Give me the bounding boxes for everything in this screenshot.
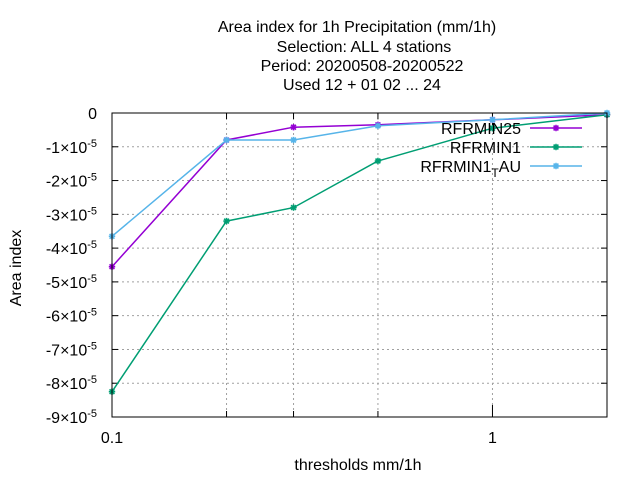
y-tick-label: -3×10-5 <box>46 205 97 224</box>
y-tick-label: -4×10-5 <box>46 239 97 258</box>
y-tick-label: -9×10-5 <box>46 408 97 427</box>
y-tick-label: -8×10-5 <box>46 374 97 393</box>
chart-title: Area index for 1h Precipitation (mm/1h) … <box>218 19 496 94</box>
series-marker <box>374 122 381 129</box>
series-group <box>108 109 611 240</box>
x-axis-label: thresholds mm/1h <box>294 457 421 474</box>
series-marker <box>489 125 496 132</box>
plot-series <box>108 109 611 395</box>
series-marker <box>223 218 230 225</box>
series-marker <box>290 137 297 143</box>
series-marker <box>290 124 297 131</box>
legend-label: RFRMIN1TAU <box>420 159 521 180</box>
legend-label: RFRMIN25 <box>441 121 521 138</box>
y-tick-label: 0 <box>88 106 97 123</box>
series-marker <box>553 163 559 169</box>
title-line: Area index for 1h Precipitation (mm/1h) <box>218 19 496 36</box>
y-tick-label: -1×10-5 <box>46 138 97 157</box>
legend-label: RFRMIN1 <box>450 140 521 157</box>
y-tick-labels: 0 -1×10-5 -2×10-5 -3×10-5 -4×10-5 -5×10-5 -6×1… <box>46 106 97 427</box>
axis-ticks <box>111 112 608 418</box>
y-tick-label: -6×10-5 <box>46 307 97 326</box>
series-marker <box>489 116 496 123</box>
y-axis-label: Area index <box>8 230 25 307</box>
series-line <box>111 113 608 268</box>
series-marker <box>223 137 230 143</box>
y-tick-label: -2×10-5 <box>46 172 97 191</box>
plot-frame <box>111 112 608 418</box>
series-marker <box>374 157 381 164</box>
series-line <box>111 113 608 393</box>
title-line: Selection: ALL 4 stations <box>277 39 452 56</box>
title-line: Used 12 + 01 02 ... 24 <box>283 77 441 94</box>
x-tick-labels: 0.1 1 <box>101 430 497 447</box>
series-line <box>111 112 608 237</box>
x-tick-label: 1 <box>488 430 497 447</box>
x-tick-label: 0.1 <box>101 430 123 447</box>
series-group <box>108 111 611 270</box>
series-marker <box>553 144 559 150</box>
legend: RFRMIN25 RFRMIN1 RFRMIN1TAU <box>420 121 582 180</box>
y-tick-label: -7×10-5 <box>46 340 97 359</box>
y-tick-label: -5×10-5 <box>46 273 97 292</box>
series-group <box>108 111 611 395</box>
grid <box>112 113 607 417</box>
series-marker <box>290 204 297 211</box>
title-line: Period: 20200508-20200522 <box>261 58 464 75</box>
series-marker <box>553 125 559 131</box>
